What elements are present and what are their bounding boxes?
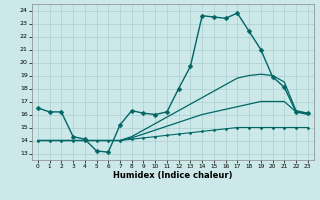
X-axis label: Humidex (Indice chaleur): Humidex (Indice chaleur) <box>113 171 233 180</box>
